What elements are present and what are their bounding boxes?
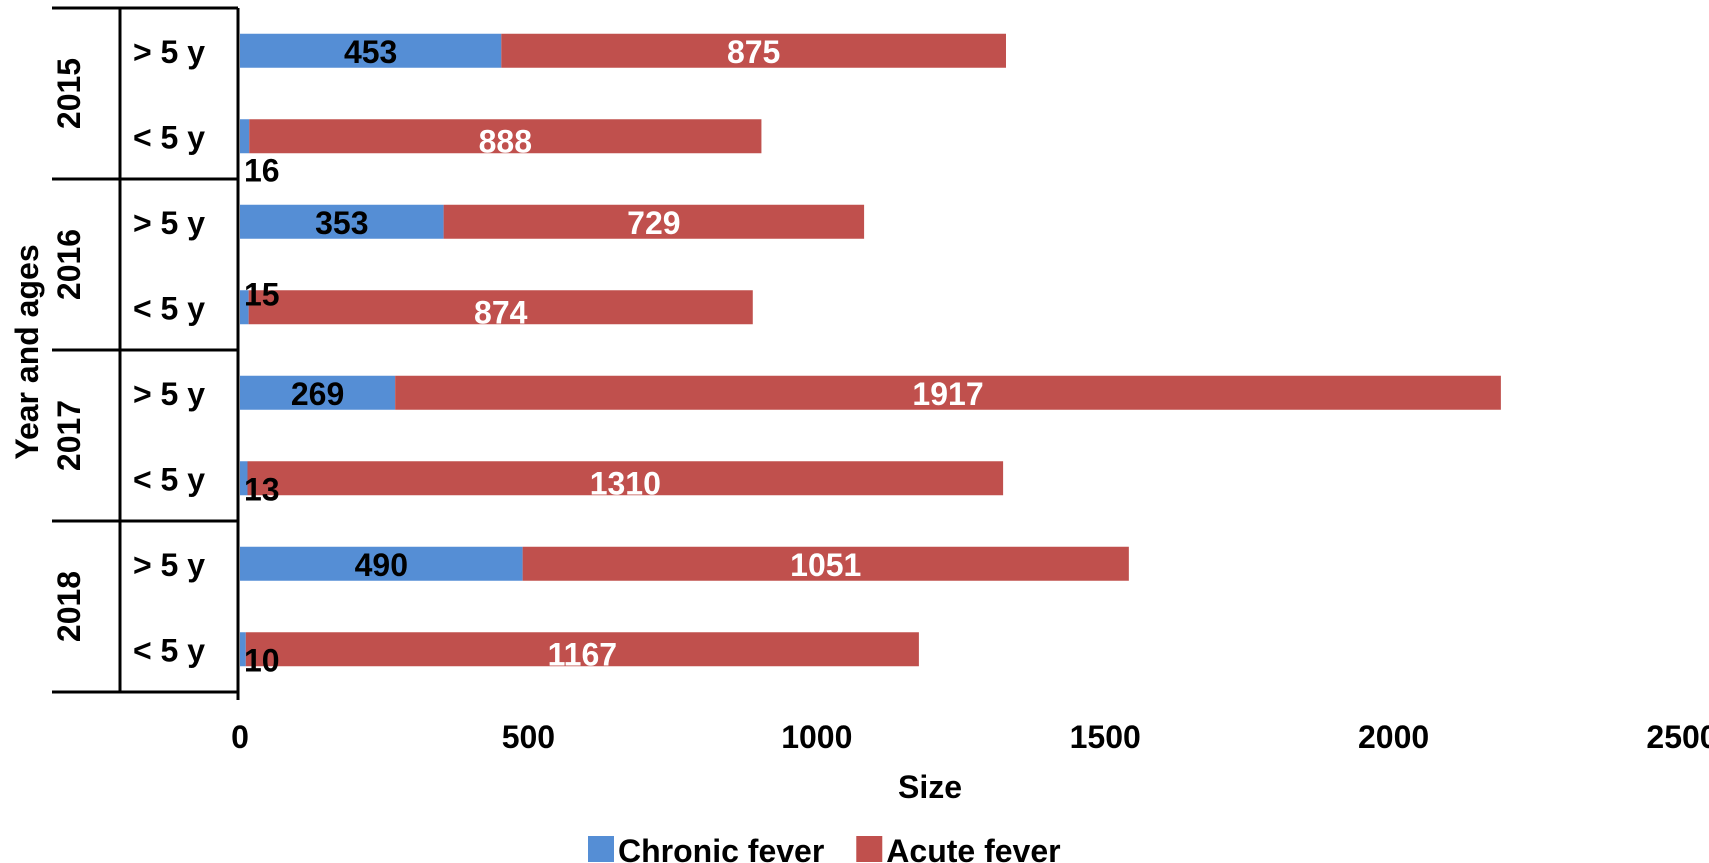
x-tick-label: 0 bbox=[231, 719, 249, 755]
x-tick-label: 500 bbox=[502, 719, 555, 755]
bar-acute-fever bbox=[395, 375, 1501, 410]
category-label: < 5 y bbox=[133, 290, 205, 326]
group-label: 2017 bbox=[51, 400, 87, 471]
data-label-chronic-fever: 453 bbox=[344, 34, 397, 70]
bar-chronic-fever bbox=[240, 290, 249, 325]
category-label: > 5 y bbox=[133, 34, 205, 70]
bar-chronic-fever bbox=[240, 632, 246, 667]
bar-chronic-fever bbox=[240, 375, 396, 410]
x-tick-label: 1000 bbox=[781, 719, 852, 755]
data-label-chronic-fever: 16 bbox=[244, 152, 280, 188]
x-tick-label: 1500 bbox=[1070, 719, 1141, 755]
data-label-chronic-fever: 10 bbox=[244, 642, 280, 678]
data-labels-layer: 453 875 16 888 353 729 15 874 269 1917 13 1310 490 10… bbox=[244, 34, 984, 679]
category-label: < 5 y bbox=[133, 632, 205, 668]
y-axis-title: Year and ages bbox=[9, 244, 45, 459]
data-label-chronic-fever: 13 bbox=[244, 471, 280, 507]
data-label-acute-fever: 729 bbox=[627, 205, 680, 241]
category-label: > 5 y bbox=[133, 547, 205, 583]
data-label-acute-fever: 1051 bbox=[790, 547, 861, 583]
data-label-acute-fever: 888 bbox=[479, 123, 532, 159]
legend: Chronic fever Acute fever bbox=[588, 833, 1061, 863]
legend-label: Acute fever bbox=[886, 833, 1060, 863]
category-label: < 5 y bbox=[133, 461, 205, 497]
category-label: > 5 y bbox=[133, 205, 205, 241]
category-axis-layer: > 5 y < 5 y > 5 y < 5 y > 5 y < 5 y > 5 y < 5 y… bbox=[51, 6, 238, 694]
data-label-acute-fever: 1917 bbox=[912, 376, 983, 412]
legend-swatch bbox=[856, 836, 883, 862]
bar-acute-fever bbox=[247, 461, 1004, 496]
data-label-acute-fever: 875 bbox=[727, 34, 780, 70]
data-label-acute-fever: 1310 bbox=[590, 465, 661, 501]
x-tick-label: 2000 bbox=[1358, 719, 1429, 755]
group-label: 2015 bbox=[51, 58, 87, 129]
bar-acute-fever bbox=[249, 119, 762, 154]
group-label: 2016 bbox=[51, 229, 87, 300]
category-label: < 5 y bbox=[133, 119, 205, 155]
x-tick-label: 2500 bbox=[1646, 719, 1709, 755]
x-tick-labels: 0 500 1000 1500 2000 2500 bbox=[231, 719, 1709, 755]
x-axis-title: Size bbox=[898, 769, 962, 805]
bar-chronic-fever bbox=[240, 204, 444, 239]
bar-acute-fever bbox=[443, 204, 865, 239]
bar-acute-fever bbox=[501, 33, 1006, 68]
data-label-chronic-fever: 490 bbox=[355, 547, 408, 583]
bar-acute-fever bbox=[245, 632, 919, 667]
bar-chronic-fever bbox=[240, 546, 523, 581]
legend-label: Chronic fever bbox=[618, 833, 824, 863]
bar-chronic-fever bbox=[240, 33, 502, 68]
bar-acute-fever bbox=[522, 546, 1129, 581]
data-label-acute-fever: 1167 bbox=[548, 636, 617, 672]
legend-swatch bbox=[588, 836, 614, 862]
bar-chronic-fever bbox=[240, 461, 248, 496]
bars-layer bbox=[240, 33, 1501, 667]
data-label-acute-fever: 874 bbox=[474, 294, 528, 330]
data-label-chronic-fever: 269 bbox=[291, 376, 344, 412]
bar-acute-fever bbox=[248, 290, 753, 325]
data-label-chronic-fever: 353 bbox=[315, 205, 368, 241]
group-label: 2018 bbox=[51, 571, 87, 642]
bar-chronic-fever bbox=[240, 119, 250, 154]
data-label-chronic-fever: 15 bbox=[244, 276, 280, 312]
category-label: > 5 y bbox=[133, 376, 205, 412]
